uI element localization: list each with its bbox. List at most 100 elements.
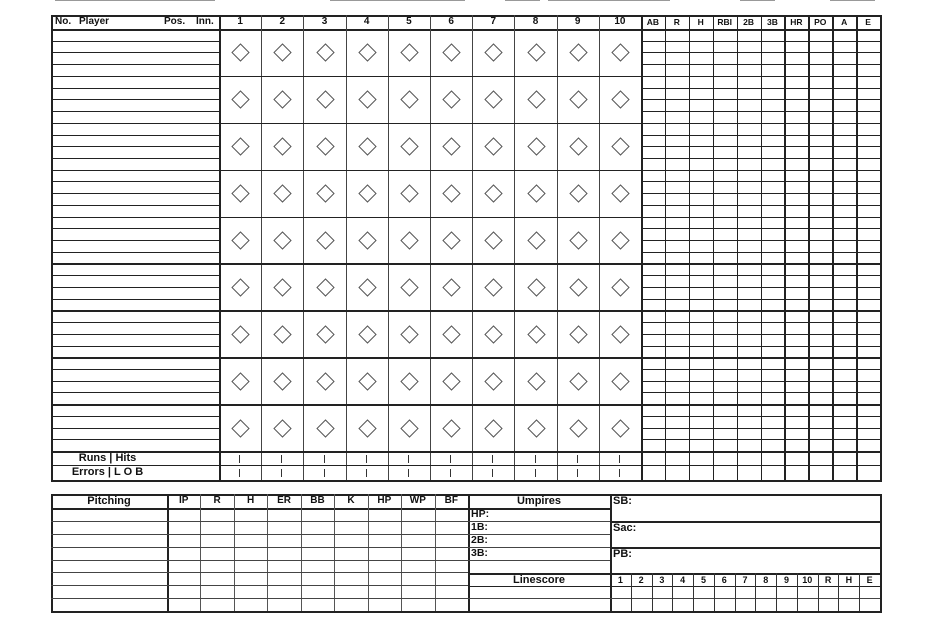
player-subline: [51, 146, 219, 148]
diamond-icon[interactable]: [484, 325, 503, 344]
diamond-icon[interactable]: [442, 43, 461, 63]
diamond-icon[interactable]: [526, 90, 546, 110]
notes-divider: [610, 521, 880, 523]
errors-lob-label: Errors | L O B: [71, 466, 144, 478]
diamond-icon[interactable]: [611, 137, 630, 156]
diamond-icon[interactable]: [611, 418, 630, 438]
diamond-icon[interactable]: [484, 371, 503, 391]
diamond-icon[interactable]: [484, 137, 503, 156]
diamond-icon[interactable]: [611, 231, 630, 250]
diamond-icon[interactable]: [400, 325, 419, 344]
diamond-icon[interactable]: [400, 137, 419, 156]
linescore-col: [776, 573, 778, 611]
inning-divider: [430, 15, 431, 480]
diamond-icon[interactable]: [611, 371, 630, 391]
diamond-icon[interactable]: [273, 371, 292, 391]
diamond-icon[interactable]: [526, 325, 546, 344]
diamond-icon[interactable]: [231, 137, 250, 156]
diamond-icon[interactable]: [400, 43, 419, 63]
diamond-icon[interactable]: [526, 184, 546, 203]
diamond-icon[interactable]: [231, 43, 250, 63]
diamond-icon[interactable]: [231, 231, 250, 250]
diamond-icon[interactable]: [273, 278, 292, 297]
diamond-icon[interactable]: [315, 278, 335, 297]
diamond-icon[interactable]: [400, 184, 419, 203]
diamond-icon[interactable]: [357, 43, 377, 63]
diamond-icon[interactable]: [484, 90, 503, 110]
diamond-icon[interactable]: [400, 90, 419, 110]
diamond-icon[interactable]: [568, 184, 588, 203]
diamond-icon[interactable]: [442, 231, 461, 250]
diamond-icon[interactable]: [611, 43, 630, 63]
diamond-icon[interactable]: [568, 371, 588, 391]
diamond-icon[interactable]: [315, 184, 335, 203]
diamond-icon[interactable]: [442, 371, 461, 391]
diamond-icon[interactable]: [315, 137, 335, 156]
diamond-icon[interactable]: [611, 278, 630, 297]
diamond-icon[interactable]: [315, 43, 335, 63]
diamond-icon[interactable]: [357, 418, 377, 438]
diamond-icon[interactable]: [315, 371, 335, 391]
diamond-icon[interactable]: [568, 231, 588, 250]
diamond-icon[interactable]: [568, 43, 588, 63]
diamond-icon[interactable]: [357, 137, 377, 156]
diamond-icon[interactable]: [442, 418, 461, 438]
diamond-icon[interactable]: [315, 90, 335, 110]
diamond-icon[interactable]: [484, 231, 503, 250]
diamond-icon[interactable]: [484, 278, 503, 297]
diamond-icon[interactable]: [611, 325, 630, 344]
pitch-row: [51, 598, 468, 600]
pitch-col-header: WP: [409, 495, 426, 506]
pitch-divider: [200, 494, 202, 611]
diamond-icon[interactable]: [231, 90, 250, 110]
diamond-icon[interactable]: [231, 325, 250, 344]
diamond-icon[interactable]: [400, 278, 419, 297]
diamond-icon[interactable]: [526, 231, 546, 250]
diamond-icon[interactable]: [231, 184, 250, 203]
inn-header: Inn.: [196, 16, 214, 27]
diamond-icon[interactable]: [315, 231, 335, 250]
diamond-icon[interactable]: [357, 371, 377, 391]
diamond-icon[interactable]: [568, 137, 588, 156]
diamond-icon[interactable]: [273, 325, 292, 344]
diamond-icon[interactable]: [273, 418, 292, 438]
diamond-icon[interactable]: [357, 325, 377, 344]
diamond-icon[interactable]: [231, 371, 250, 391]
diamond-icon[interactable]: [526, 371, 546, 391]
diamond-icon[interactable]: [231, 278, 250, 297]
diamond-icon[interactable]: [568, 418, 588, 438]
diamond-icon[interactable]: [484, 43, 503, 63]
diamond-icon[interactable]: [357, 90, 377, 110]
diamond-icon[interactable]: [442, 90, 461, 110]
diamond-icon[interactable]: [273, 90, 292, 110]
diamond-icon[interactable]: [526, 137, 546, 156]
diamond-icon[interactable]: [273, 184, 292, 203]
diamond-icon[interactable]: [484, 184, 503, 203]
diamond-icon[interactable]: [526, 43, 546, 63]
diamond-icon[interactable]: [273, 43, 292, 63]
stat-divider: [808, 15, 810, 480]
diamond-icon[interactable]: [568, 90, 588, 110]
diamond-icon[interactable]: [442, 137, 461, 156]
diamond-icon[interactable]: [400, 231, 419, 250]
diamond-icon[interactable]: [357, 231, 377, 250]
diamond-icon[interactable]: [611, 90, 630, 110]
diamond-icon[interactable]: [400, 418, 419, 438]
diamond-icon[interactable]: [273, 231, 292, 250]
diamond-icon[interactable]: [484, 418, 503, 438]
diamond-icon[interactable]: [315, 325, 335, 344]
diamond-icon[interactable]: [400, 371, 419, 391]
diamond-icon[interactable]: [568, 278, 588, 297]
diamond-icon[interactable]: [526, 278, 546, 297]
diamond-icon[interactable]: [357, 184, 377, 203]
diamond-icon[interactable]: [231, 418, 250, 438]
diamond-icon[interactable]: [442, 278, 461, 297]
diamond-icon[interactable]: [273, 137, 292, 156]
diamond-icon[interactable]: [357, 278, 377, 297]
diamond-icon[interactable]: [611, 184, 630, 203]
diamond-icon[interactable]: [526, 418, 546, 438]
diamond-icon[interactable]: [315, 418, 335, 438]
diamond-icon[interactable]: [568, 325, 588, 344]
diamond-icon[interactable]: [442, 325, 461, 344]
diamond-icon[interactable]: [442, 184, 461, 203]
